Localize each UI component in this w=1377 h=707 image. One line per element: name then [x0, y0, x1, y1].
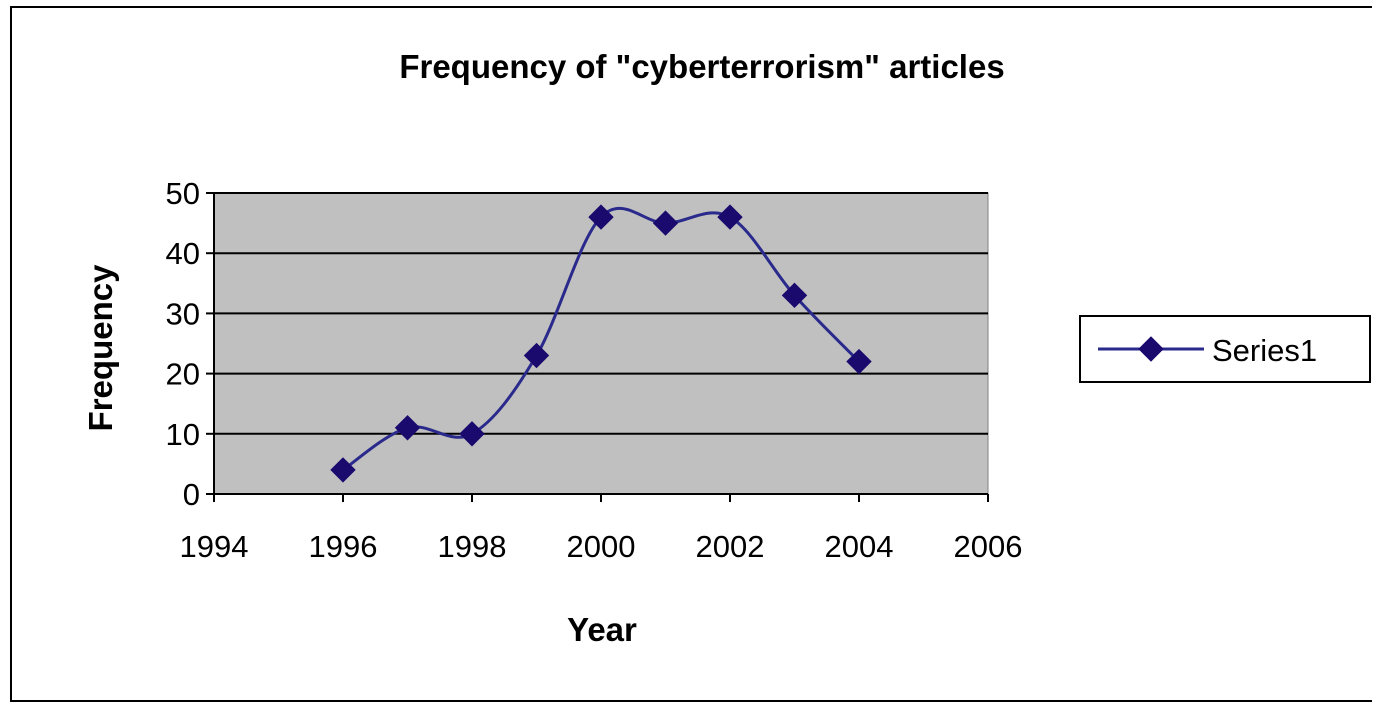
axes: [206, 192, 989, 502]
data-point-marker: [717, 204, 743, 230]
data-point-marker: [781, 282, 808, 309]
data-point-marker: [330, 457, 356, 483]
y-tick-label: 50: [166, 176, 200, 211]
data-point-marker: [394, 415, 421, 441]
x-axis-title: Year: [567, 611, 637, 648]
series-layer: [330, 204, 872, 483]
x-tick-label: 2004: [825, 529, 894, 564]
legend-series-label: Series1: [1212, 333, 1317, 368]
x-tick-label: 1994: [180, 529, 249, 564]
x-tick-label: 2006: [954, 529, 1023, 564]
x-tick-label: 1996: [309, 529, 378, 564]
legend-series-marker: [1138, 336, 1164, 362]
x-tick-label: 1998: [438, 529, 507, 564]
plot-area: [213, 192, 989, 495]
data-point-marker: [652, 210, 679, 236]
tick-labels: 0 10 20 30 40 50 1994 1996 1998 2000 2002 2004 2006: [166, 176, 1023, 564]
data-point-marker: [523, 342, 550, 369]
y-tick-label: 10: [166, 417, 200, 452]
chart-title: Frequency of "cyberterrorism" articles: [399, 48, 1004, 85]
plot-background: [213, 192, 989, 495]
y-axis-title: Frequency: [82, 264, 119, 432]
y-tick-label: 30: [166, 296, 200, 331]
data-point-marker: [846, 348, 872, 375]
chart-frame: Frequency of "cyberterrorism" articles 0…: [10, 6, 1372, 702]
data-point-marker: [588, 204, 614, 230]
x-tick-label: 2000: [567, 529, 636, 564]
legend: Series1: [1079, 315, 1371, 383]
chart-canvas: Frequency of "cyberterrorism" articles 0…: [82, 48, 1371, 648]
x-tick-label: 2002: [696, 529, 765, 564]
y-tick-label: 20: [166, 357, 200, 392]
y-tick-label: 0: [183, 477, 200, 512]
y-tick-label: 40: [166, 236, 200, 271]
data-point-marker: [459, 421, 485, 447]
